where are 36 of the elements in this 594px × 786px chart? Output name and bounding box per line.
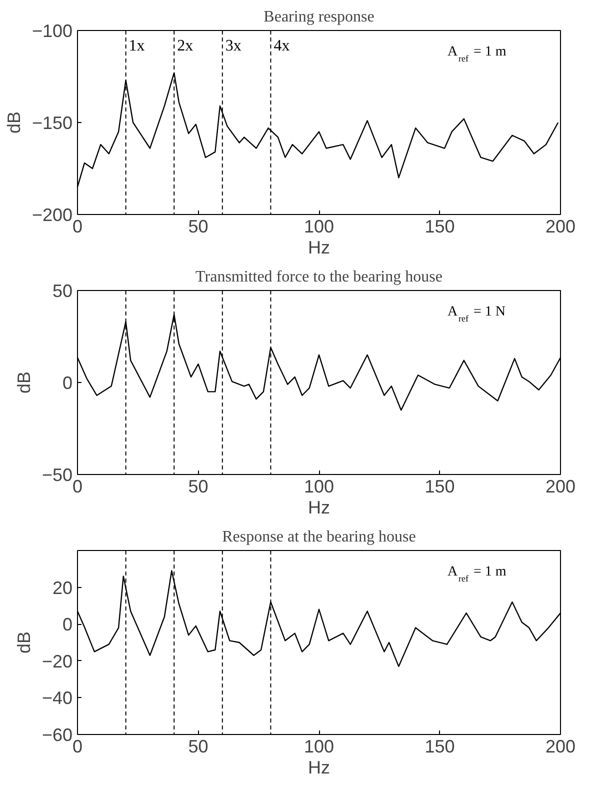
x-tick-label: 50 bbox=[188, 216, 208, 236]
x-tick-label: 100 bbox=[304, 736, 334, 756]
y-tick-label: 50 bbox=[52, 281, 73, 301]
ref-line-label: 3x bbox=[225, 38, 242, 54]
chart-title: Bearing response bbox=[264, 8, 374, 26]
ref-line-label: 1x bbox=[128, 38, 145, 54]
x-tick-label: 200 bbox=[545, 216, 576, 236]
y-tick-label: −20 bbox=[42, 651, 73, 672]
y-axis-title: dB bbox=[14, 631, 34, 654]
y-axis-title: dB bbox=[14, 371, 34, 394]
x-tick-label: 100 bbox=[304, 476, 334, 496]
x-axis-title: Hz bbox=[308, 238, 330, 258]
y-tick-label: 0 bbox=[62, 614, 73, 635]
x-tick-label: 100 bbox=[304, 216, 334, 236]
ref-line-label: 2x bbox=[177, 38, 194, 54]
chart-title: Response at the bearing house bbox=[222, 528, 416, 546]
chart-title: Transmitted force to the bearing house bbox=[196, 268, 442, 286]
y-tick-label: −100 bbox=[32, 21, 73, 41]
x-tick-label: 200 bbox=[545, 736, 576, 756]
y-tick-label: 20 bbox=[52, 578, 73, 598]
x-tick-label: 50 bbox=[188, 736, 208, 756]
x-tick-label: 200 bbox=[545, 476, 576, 496]
x-axis-title: Hz bbox=[308, 758, 330, 778]
y-tick-label: 0 bbox=[62, 373, 73, 393]
x-tick-label: 150 bbox=[424, 476, 455, 496]
y-axis-title: dB bbox=[4, 111, 24, 134]
y-tick-label: −50 bbox=[42, 465, 73, 485]
y-tick-label: −200 bbox=[32, 205, 73, 225]
x-tick-label: 150 bbox=[424, 736, 455, 756]
ref-line-label: 4x bbox=[274, 38, 290, 54]
x-axis-title: Hz bbox=[308, 498, 330, 518]
y-tick-label: −60 bbox=[42, 725, 73, 745]
x-tick-label: 50 bbox=[188, 476, 208, 496]
y-tick-label: −40 bbox=[42, 688, 73, 708]
y-tick-label: −150 bbox=[32, 113, 73, 133]
x-tick-label: 150 bbox=[424, 216, 455, 236]
